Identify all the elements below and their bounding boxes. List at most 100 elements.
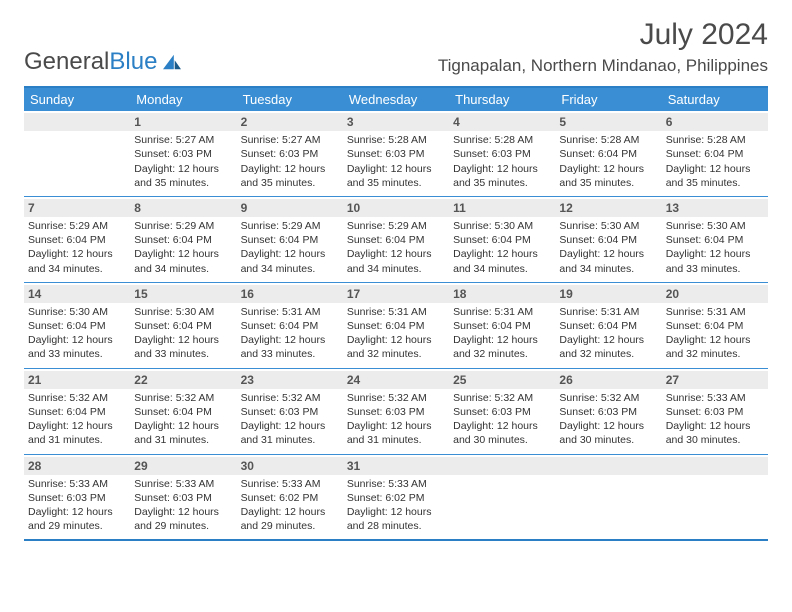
sunrise-text: Sunrise: 5:33 AM bbox=[666, 391, 764, 405]
day-cell: 1Sunrise: 5:27 AMSunset: 6:03 PMDaylight… bbox=[130, 111, 236, 196]
sunrise-text: Sunrise: 5:28 AM bbox=[347, 133, 445, 147]
sunrise-text: Sunrise: 5:31 AM bbox=[347, 305, 445, 319]
daylight-text: Daylight: 12 hours and 35 minutes. bbox=[559, 162, 657, 190]
title-block: July 2024 Tignapalan, Northern Mindanao,… bbox=[438, 18, 768, 76]
sunrise-text: Sunrise: 5:31 AM bbox=[241, 305, 339, 319]
sunrise-text: Sunrise: 5:32 AM bbox=[453, 391, 551, 405]
day-number: 5 bbox=[555, 113, 661, 131]
sunset-text: Sunset: 6:04 PM bbox=[453, 233, 551, 247]
sunrise-text: Sunrise: 5:31 AM bbox=[453, 305, 551, 319]
logo: GeneralBlue bbox=[24, 48, 183, 76]
day-cell: 16Sunrise: 5:31 AMSunset: 6:04 PMDayligh… bbox=[237, 283, 343, 368]
daylight-text: Daylight: 12 hours and 34 minutes. bbox=[241, 247, 339, 275]
week-row: 7Sunrise: 5:29 AMSunset: 6:04 PMDaylight… bbox=[24, 196, 768, 282]
day-cell bbox=[449, 455, 555, 540]
day-cell: 26Sunrise: 5:32 AMSunset: 6:03 PMDayligh… bbox=[555, 369, 661, 454]
sunset-text: Sunset: 6:04 PM bbox=[347, 233, 445, 247]
weekday-header: Thursday bbox=[449, 88, 555, 111]
day-number: 23 bbox=[237, 371, 343, 389]
weekday-header: Tuesday bbox=[237, 88, 343, 111]
day-number: 28 bbox=[24, 457, 130, 475]
daylight-text: Daylight: 12 hours and 33 minutes. bbox=[134, 333, 232, 361]
sunrise-text: Sunrise: 5:32 AM bbox=[347, 391, 445, 405]
weeks-container: 1Sunrise: 5:27 AMSunset: 6:03 PMDaylight… bbox=[24, 111, 768, 539]
weekday-header: Sunday bbox=[24, 88, 130, 111]
sunset-text: Sunset: 6:04 PM bbox=[28, 405, 126, 419]
daylight-text: Daylight: 12 hours and 35 minutes. bbox=[134, 162, 232, 190]
day-number: 19 bbox=[555, 285, 661, 303]
day-number: 13 bbox=[662, 199, 768, 217]
day-number: 1 bbox=[130, 113, 236, 131]
day-cell: 19Sunrise: 5:31 AMSunset: 6:04 PMDayligh… bbox=[555, 283, 661, 368]
day-number: 12 bbox=[555, 199, 661, 217]
day-number: 6 bbox=[662, 113, 768, 131]
location-text: Tignapalan, Northern Mindanao, Philippin… bbox=[438, 56, 768, 76]
logo-text-blue: Blue bbox=[109, 48, 157, 75]
daylight-text: Daylight: 12 hours and 35 minutes. bbox=[347, 162, 445, 190]
day-number: 3 bbox=[343, 113, 449, 131]
sunset-text: Sunset: 6:04 PM bbox=[28, 319, 126, 333]
sunrise-text: Sunrise: 5:31 AM bbox=[559, 305, 657, 319]
daylight-text: Daylight: 12 hours and 33 minutes. bbox=[241, 333, 339, 361]
day-number: 29 bbox=[130, 457, 236, 475]
sunset-text: Sunset: 6:04 PM bbox=[347, 319, 445, 333]
sunrise-text: Sunrise: 5:28 AM bbox=[453, 133, 551, 147]
day-cell: 14Sunrise: 5:30 AMSunset: 6:04 PMDayligh… bbox=[24, 283, 130, 368]
day-cell: 11Sunrise: 5:30 AMSunset: 6:04 PMDayligh… bbox=[449, 197, 555, 282]
day-number: 20 bbox=[662, 285, 768, 303]
daylight-text: Daylight: 12 hours and 35 minutes. bbox=[241, 162, 339, 190]
day-cell: 27Sunrise: 5:33 AMSunset: 6:03 PMDayligh… bbox=[662, 369, 768, 454]
sunrise-text: Sunrise: 5:30 AM bbox=[666, 219, 764, 233]
day-cell: 5Sunrise: 5:28 AMSunset: 6:04 PMDaylight… bbox=[555, 111, 661, 196]
sunset-text: Sunset: 6:04 PM bbox=[559, 319, 657, 333]
daylight-text: Daylight: 12 hours and 29 minutes. bbox=[134, 505, 232, 533]
day-cell: 3 Sunrise: 5:28 AMSunset: 6:03 PMDaylight… bbox=[343, 111, 449, 196]
sunrise-text: Sunrise: 5:32 AM bbox=[134, 391, 232, 405]
day-cell: 13Sunrise: 5:30 AMSunset: 6:04 PMDayligh… bbox=[662, 197, 768, 282]
day-cell: 25Sunrise: 5:32 AMSunset: 6:03 PMDayligh… bbox=[449, 369, 555, 454]
day-cell: 30Sunrise: 5:33 AMSunset: 6:02 PMDayligh… bbox=[237, 455, 343, 540]
daylight-text: Daylight: 12 hours and 32 minutes. bbox=[666, 333, 764, 361]
sunset-text: Sunset: 6:03 PM bbox=[241, 405, 339, 419]
day-cell: 31Sunrise: 5:33 AMSunset: 6:02 PMDayligh… bbox=[343, 455, 449, 540]
sunset-text: Sunset: 6:03 PM bbox=[28, 491, 126, 505]
daylight-text: Daylight: 12 hours and 32 minutes. bbox=[347, 333, 445, 361]
sunrise-text: Sunrise: 5:32 AM bbox=[559, 391, 657, 405]
day-number: 2 bbox=[237, 113, 343, 131]
sunset-text: Sunset: 6:03 PM bbox=[134, 147, 232, 161]
day-cell: 24Sunrise: 5:32 AMSunset: 6:03 PMDayligh… bbox=[343, 369, 449, 454]
day-number bbox=[555, 457, 661, 475]
sunset-text: Sunset: 6:03 PM bbox=[347, 147, 445, 161]
day-cell bbox=[662, 455, 768, 540]
day-cell: 28 Sunrise: 5:33 AMSunset: 6:03 PMDayligh… bbox=[24, 455, 130, 540]
weekday-header: Saturday bbox=[662, 88, 768, 111]
day-cell: 22Sunrise: 5:32 AMSunset: 6:04 PMDayligh… bbox=[130, 369, 236, 454]
sunset-text: Sunset: 6:04 PM bbox=[134, 319, 232, 333]
day-cell: 15Sunrise: 5:30 AMSunset: 6:04 PMDayligh… bbox=[130, 283, 236, 368]
day-number: 24 bbox=[343, 371, 449, 389]
week-row: 28Sunrise: 5:33 AMSunset: 6:03 PMDayligh… bbox=[24, 454, 768, 540]
day-number: 11 bbox=[449, 199, 555, 217]
daylight-text: Daylight: 12 hours and 34 minutes. bbox=[453, 247, 551, 275]
sunset-text: Sunset: 6:04 PM bbox=[666, 319, 764, 333]
day-number: 4 bbox=[449, 113, 555, 131]
sunrise-text: Sunrise: 5:33 AM bbox=[28, 477, 126, 491]
day-cell bbox=[24, 111, 130, 196]
day-cell: 10Sunrise: 5:29 AMSunset: 6:04 PMDayligh… bbox=[343, 197, 449, 282]
day-cell bbox=[555, 455, 661, 540]
daylight-text: Daylight: 12 hours and 29 minutes. bbox=[28, 505, 126, 533]
sunrise-text: Sunrise: 5:29 AM bbox=[241, 219, 339, 233]
day-cell: 23Sunrise: 5:32 AMSunset: 6:03 PMDayligh… bbox=[237, 369, 343, 454]
daylight-text: Daylight: 12 hours and 35 minutes. bbox=[666, 162, 764, 190]
sunset-text: Sunset: 6:03 PM bbox=[666, 405, 764, 419]
sunrise-text: Sunrise: 5:33 AM bbox=[347, 477, 445, 491]
day-number: 8 bbox=[130, 199, 236, 217]
day-cell: 12Sunrise: 5:30 AMSunset: 6:04 PMDayligh… bbox=[555, 197, 661, 282]
day-cell: 21Sunrise: 5:32 AMSunset: 6:04 PMDayligh… bbox=[24, 369, 130, 454]
day-number: 30 bbox=[237, 457, 343, 475]
day-number: 26 bbox=[555, 371, 661, 389]
day-number: 10 bbox=[343, 199, 449, 217]
weekday-header-row: SundayMondayTuesdayWednesdayThursdayFrid… bbox=[24, 88, 768, 111]
daylight-text: Daylight: 12 hours and 31 minutes. bbox=[241, 419, 339, 447]
day-number: 15 bbox=[130, 285, 236, 303]
